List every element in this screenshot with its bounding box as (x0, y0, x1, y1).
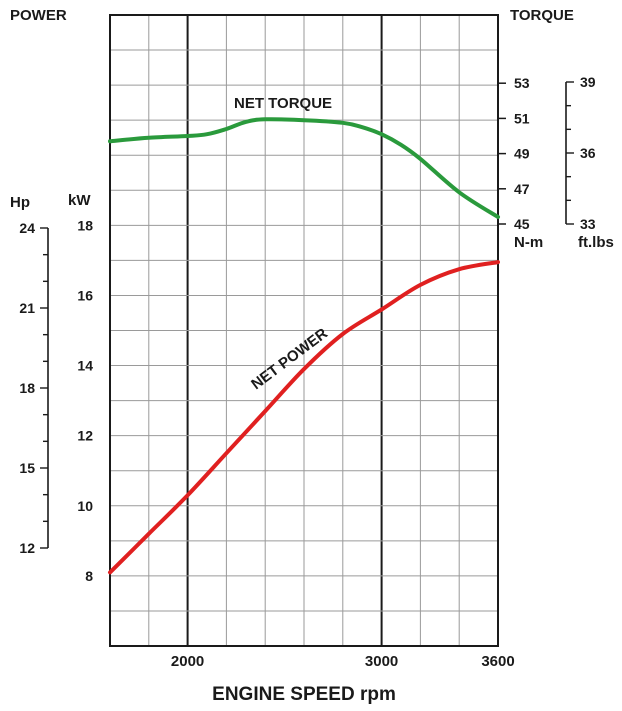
nm-tick-label: 51 (514, 110, 530, 126)
hp-tick-label: 12 (19, 540, 35, 556)
ftlbs-unit-label: ft.lbs (578, 234, 614, 251)
right-header: TORQUE (510, 7, 574, 24)
hp-tick-label: 21 (19, 300, 35, 316)
kw-unit-label: kW (68, 192, 91, 209)
hp-tick-label: 24 (19, 220, 35, 236)
x-axis-label: ENGINE SPEED rpm (212, 684, 396, 705)
net-power-curve (108, 260, 500, 575)
net-torque-curve (108, 117, 500, 219)
hp-tick-label: 18 (19, 380, 35, 396)
plot-frame (109, 14, 499, 647)
axes: 2000 3000 3600 8 10 12 14 16 18 12 15 18 21 24 45 47 49 5… (19, 74, 595, 670)
kw-tick-label: 12 (77, 428, 93, 444)
ftlbs-tick-label: 33 (580, 216, 596, 232)
hp-tick-label: 15 (19, 460, 35, 476)
kw-tick-label: 18 (77, 217, 93, 233)
nm-tick-label: 53 (514, 75, 530, 91)
ftlbs-tick-label: 39 (580, 74, 596, 90)
nm-tick-label: 49 (514, 146, 530, 162)
kw-tick-label: 14 (77, 358, 93, 374)
nm-unit-label: N-m (514, 234, 543, 251)
curves (108, 117, 500, 575)
grid (110, 15, 498, 646)
nm-tick-label: 45 (514, 216, 530, 232)
left-header: POWER (10, 7, 67, 24)
nm-tick-label: 47 (514, 181, 530, 197)
kw-tick-label: 16 (77, 287, 93, 303)
ftlbs-tick-label: 36 (580, 145, 596, 161)
hp-unit-label: Hp (10, 194, 30, 211)
net-torque-label: NET TORQUE (234, 95, 332, 112)
kw-tick-label: 8 (85, 568, 93, 584)
kw-tick-label: 10 (77, 498, 93, 514)
x-tick-label: 2000 (171, 653, 204, 670)
x-tick-label: 3000 (365, 653, 398, 670)
x-tick-label: 3600 (481, 653, 514, 670)
